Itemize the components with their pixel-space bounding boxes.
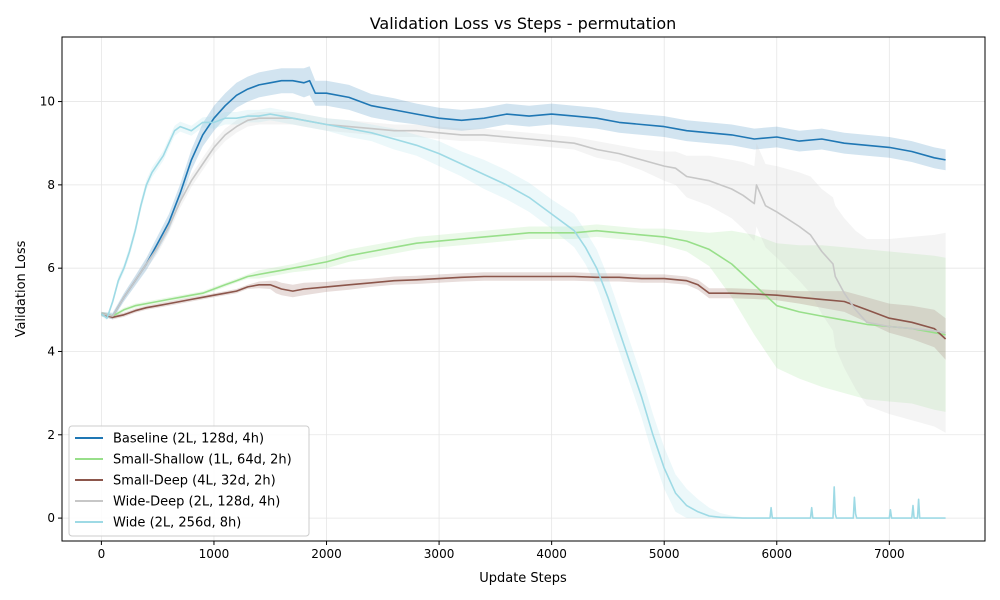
x-tick-label: 0 [98, 547, 106, 561]
x-tick-label: 7000 [874, 547, 905, 561]
legend-items: Baseline (2L, 128d, 4h) Small-Shallow (1L… [75, 432, 292, 531]
legend: Baseline (2L, 128d, 4h) Small-Shallow (1L… [68, 425, 310, 537]
plot-frame [61, 36, 986, 542]
wide-deep-series-line [101, 117, 946, 334]
chart-title: Validation Loss vs Steps - permutation [370, 14, 677, 33]
x-tick-label: 3000 [424, 547, 455, 561]
y-axis-label: Validation Loss [14, 240, 29, 337]
small-shallow-legend-label: Small-Shallow (1L, 64d, 2h) [113, 453, 292, 468]
wide-deep-legend-label: Wide-Deep (2L, 128d, 4h) [113, 495, 280, 510]
small-deep-legend-label: Small-Deep (4L, 32d, 2h) [113, 474, 276, 489]
x-tick-label: 4000 [536, 547, 567, 561]
x-axis-ticks: 0 1000 2000 3000 4000 5000 6000 7000 [98, 541, 905, 561]
y-tick-label: 4 [47, 344, 55, 358]
wide-confidence-band [101, 107, 946, 519]
x-tick-label: 1000 [199, 547, 230, 561]
y-tick-label: 8 [47, 178, 55, 192]
small-deep-confidence-band [101, 272, 946, 360]
small-shallow-series-line [101, 229, 946, 336]
x-axis-label: Update Steps [479, 571, 567, 586]
small-shallow-confidence-band [101, 224, 946, 412]
baseline-series-line [101, 79, 946, 317]
wide-series-line [100, 113, 946, 519]
x-tick-label: 5000 [649, 547, 680, 561]
wide-legend-label: Wide (2L, 256d, 8h) [113, 516, 241, 531]
line-layer [100, 79, 947, 519]
y-tick-label: 6 [47, 261, 55, 275]
y-tick-label: 10 [40, 95, 55, 109]
y-tick-label: 0 [47, 511, 55, 525]
x-tick-label: 6000 [761, 547, 792, 561]
baseline-confidence-band [101, 66, 946, 320]
legend-box [68, 425, 310, 537]
y-tick-label: 2 [47, 428, 55, 442]
band-layer [101, 66, 946, 519]
y-axis-ticks: 0 2 4 6 8 10 [40, 95, 62, 525]
wide-deep-confidence-band [101, 112, 946, 433]
small-deep-series-line [101, 275, 947, 340]
x-tick-label: 2000 [311, 547, 342, 561]
baseline-legend-label: Baseline (2L, 128d, 4h) [113, 432, 264, 447]
